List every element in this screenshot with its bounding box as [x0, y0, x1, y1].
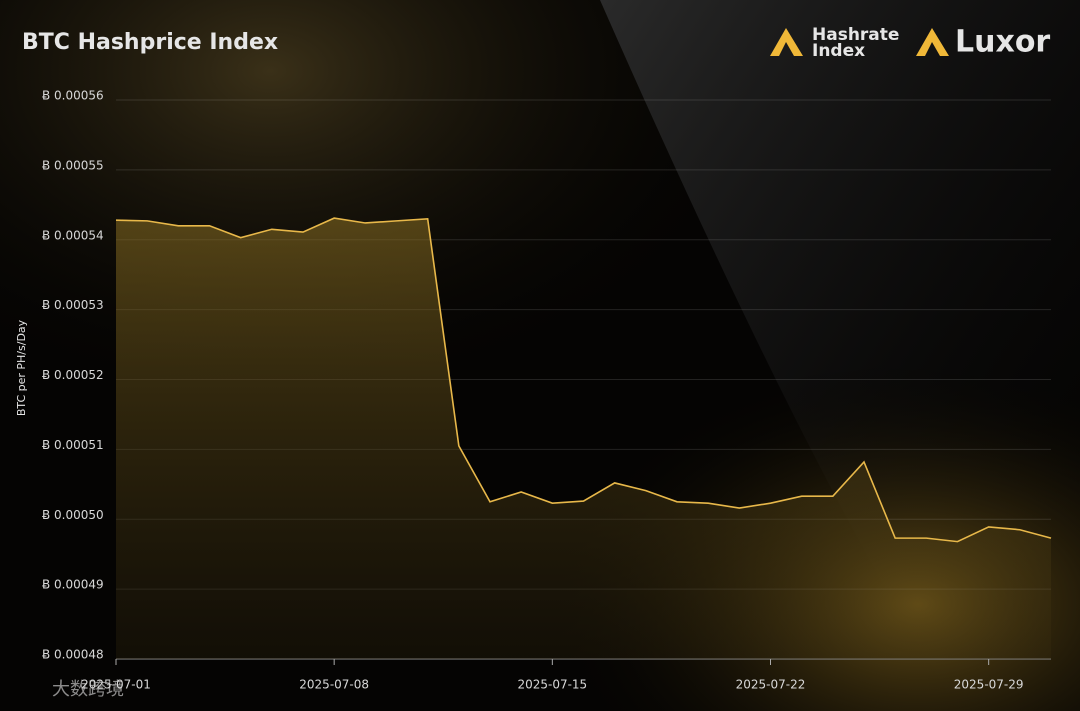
x-tick-label: 2025-07-22 — [736, 678, 806, 692]
y-tick-label: Ƀ 0.00049 — [42, 578, 104, 592]
x-tick-label: 2025-07-29 — [954, 678, 1024, 692]
x-tick-label: 2025-07-15 — [517, 678, 587, 692]
company: Luxor — [955, 25, 1050, 60]
y-tick-label: Ƀ 0.00048 — [42, 648, 104, 662]
brand-sub: Index — [812, 41, 865, 61]
y-tick-label: Ƀ 0.00051 — [42, 438, 104, 452]
y-tick-label: Ƀ 0.00050 — [42, 508, 104, 522]
watermark: 大数跨境 — [52, 679, 124, 700]
logo — [770, 28, 803, 56]
brand-name: Hashrate — [812, 25, 899, 45]
x-tick-label: 2025-07-08 — [299, 678, 369, 692]
y-tick-label: Ƀ 0.00053 — [42, 298, 104, 312]
logo — [916, 28, 949, 56]
x-tick-label: 2025-07-01 — [81, 678, 151, 692]
y-tick-label: Ƀ 0.00054 — [42, 228, 104, 242]
y-axis-label: BTC per PH/s/Day — [15, 319, 28, 416]
chart-title: BTC Hashprice Index — [22, 30, 278, 55]
line — [115, 217, 1052, 543]
y-tick-label: Ƀ 0.00056 — [42, 89, 104, 103]
area-fill — [116, 218, 1051, 659]
y-tick-label: Ƀ 0.00055 — [42, 158, 104, 172]
y-tick-label: Ƀ 0.00052 — [42, 368, 104, 382]
